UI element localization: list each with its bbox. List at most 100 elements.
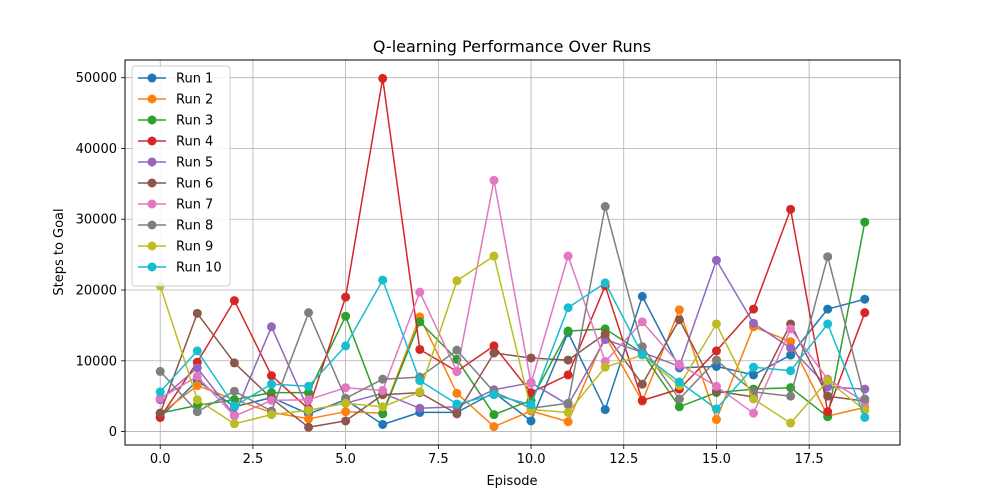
data-point [452,366,462,376]
data-point [860,412,870,422]
data-point [155,387,165,397]
data-point [341,407,351,417]
legend: Run 1 Run 2 Run 3 Run 4 Run 5 Run 6 Run 7 Run 8… [131,65,231,287]
data-point [637,291,647,301]
data-point [674,305,684,315]
data-point [229,296,239,306]
data-point [563,370,573,380]
data-point [304,422,314,432]
data-point [378,409,388,419]
legend-item: Run 2 [138,93,213,108]
data-point [192,395,202,405]
chart-title: Q-learning Performance Over Runs [373,37,651,56]
data-point [192,371,202,381]
data-point [526,416,536,426]
data-point [452,409,462,419]
legend-label: Run 1 [176,72,213,87]
legend-marker [147,115,157,125]
legend-marker [147,178,157,188]
legend-label: Run 3 [176,114,213,129]
data-point [526,400,536,410]
data-point [489,422,499,432]
data-point [674,402,684,412]
data-point [749,408,759,418]
data-point [711,415,721,425]
data-point [786,366,796,376]
data-point [229,411,239,421]
data-point [860,294,870,304]
data-point [304,405,314,415]
legend-marker [147,136,157,146]
data-point [229,386,239,396]
data-point [600,278,610,288]
data-point [266,322,276,332]
x-tick-label: 5.0 [335,452,356,467]
x-tick-label: 12.5 [609,452,638,467]
data-point [378,374,388,384]
data-point [637,349,647,359]
data-point [452,345,462,355]
data-point [192,363,202,373]
legend-label: Run 7 [176,198,213,213]
data-point [749,362,759,372]
data-point [860,394,870,404]
data-point [304,388,314,398]
legend-box [131,65,231,287]
data-point [378,386,388,396]
data-point [452,276,462,286]
data-point [563,355,573,365]
data-point [341,398,351,408]
data-point [192,407,202,417]
data-point [749,370,759,380]
y-tick-label: 20000 [76,284,117,299]
series-line [159,312,865,429]
data-point [674,315,684,325]
series-layer [155,73,870,432]
data-point [526,388,536,398]
legend-label: Run 2 [176,93,213,108]
data-point [489,410,499,420]
y-tick-label: 10000 [76,354,117,369]
x-tick-label: 2.5 [243,452,264,467]
legend-label: Run 10 [176,261,222,276]
data-point [304,395,314,405]
data-point [266,379,276,389]
data-point [823,319,833,329]
legend-marker [147,94,157,104]
data-point [452,388,462,398]
ticks-layer: 0.0 2.5 5.0 7.5 10.0 12.5 15.0 17.5 0 10000 20000 3… [76,71,824,467]
y-tick-label: 50000 [76,71,117,86]
data-point [378,419,388,429]
data-point [526,353,536,363]
data-point [823,376,833,386]
data-point [637,317,647,327]
series-line [159,259,865,417]
legend-item: Run 8 [138,219,213,234]
data-point [786,350,796,360]
data-point [341,383,351,393]
data-point [304,381,314,391]
legend-item: Run 4 [138,135,213,150]
data-point [341,341,351,351]
data-point [860,217,870,227]
legend-label: Run 8 [176,219,213,234]
y-tick-label: 40000 [76,142,117,157]
data-point [155,366,165,376]
data-point [192,381,202,391]
x-tick-label: 7.5 [428,452,449,467]
data-point [489,251,499,261]
data-point [378,275,388,285]
legend-label: Run 5 [176,156,213,171]
data-point [415,344,425,354]
data-point [823,407,833,417]
data-point [415,287,425,297]
data-point [563,251,573,261]
data-point [600,362,610,372]
data-point [378,73,388,83]
series-line [159,279,866,418]
legend-label: Run 9 [176,240,213,255]
data-point [266,395,276,405]
data-point [786,204,796,214]
data-point [415,387,425,397]
data-point [563,398,573,408]
